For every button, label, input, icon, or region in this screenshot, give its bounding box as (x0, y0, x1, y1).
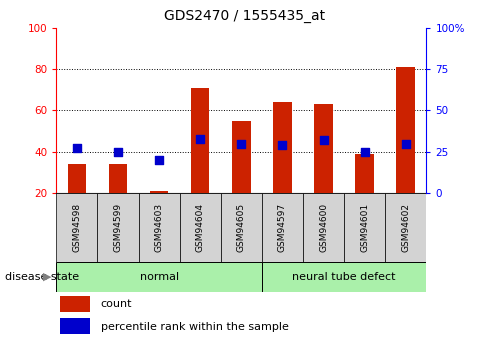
Text: GSM94602: GSM94602 (401, 203, 410, 252)
Bar (191, 88, 209, 193)
FancyBboxPatch shape (180, 193, 221, 262)
Text: disease state: disease state (5, 272, 79, 282)
FancyBboxPatch shape (98, 193, 139, 262)
Bar (355, 154, 374, 193)
Point (361, 149, 368, 155)
Text: neural tube defect: neural tube defect (293, 272, 396, 282)
Text: GSM94601: GSM94601 (360, 203, 369, 252)
Text: GSM94605: GSM94605 (237, 203, 246, 252)
Point (278, 142, 286, 148)
Point (155, 157, 163, 163)
Text: normal: normal (140, 272, 179, 282)
Point (196, 136, 204, 141)
Text: GSM94597: GSM94597 (278, 203, 287, 252)
Point (319, 137, 327, 143)
FancyBboxPatch shape (56, 262, 262, 292)
Text: GDS2470 / 1555435_at: GDS2470 / 1555435_at (165, 9, 325, 23)
Text: percentile rank within the sample: percentile rank within the sample (101, 322, 289, 332)
Text: count: count (101, 299, 132, 309)
Bar (396, 67, 415, 193)
FancyBboxPatch shape (303, 193, 344, 262)
Text: ▶: ▶ (43, 272, 51, 282)
Point (238, 141, 245, 146)
Point (402, 141, 410, 146)
Point (114, 149, 122, 155)
Bar (314, 104, 333, 193)
Bar (68, 164, 86, 193)
FancyBboxPatch shape (262, 262, 426, 292)
FancyBboxPatch shape (385, 193, 426, 262)
Bar (150, 191, 169, 193)
Bar (60, 318, 90, 334)
Bar (232, 121, 250, 193)
Bar (60, 296, 90, 312)
Text: GSM94599: GSM94599 (114, 203, 122, 252)
Text: GSM94598: GSM94598 (73, 203, 81, 252)
FancyBboxPatch shape (139, 193, 180, 262)
Bar (109, 164, 127, 193)
FancyBboxPatch shape (56, 193, 98, 262)
Text: GSM94603: GSM94603 (155, 203, 164, 252)
Point (73, 146, 81, 151)
Text: GSM94600: GSM94600 (319, 203, 328, 252)
Text: GSM94604: GSM94604 (196, 203, 205, 252)
FancyBboxPatch shape (262, 193, 303, 262)
Bar (273, 102, 292, 193)
FancyBboxPatch shape (344, 193, 385, 262)
FancyBboxPatch shape (221, 193, 262, 262)
